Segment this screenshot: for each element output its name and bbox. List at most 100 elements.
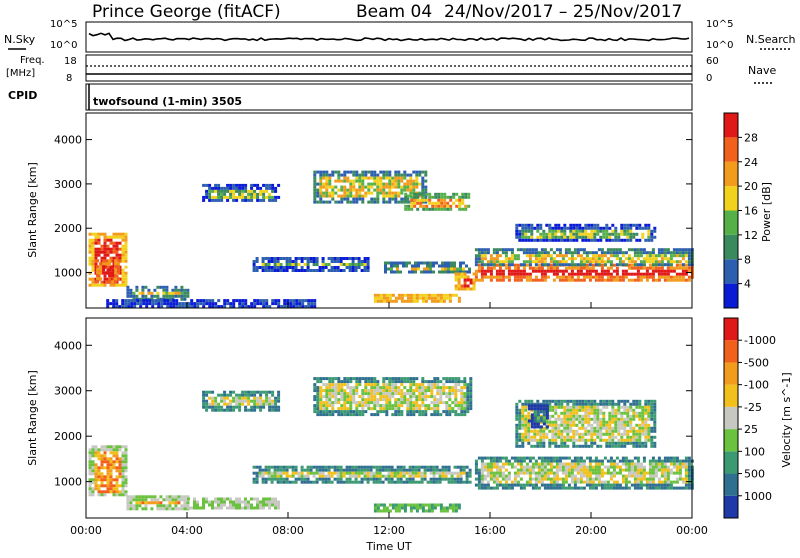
data-cell: [400, 198, 403, 201]
data-cell: [277, 263, 280, 266]
data-cell: [129, 289, 132, 292]
data-cell: [355, 263, 358, 266]
data-cell: [361, 377, 364, 380]
data-cell: [409, 174, 412, 177]
data-cell: [402, 262, 405, 265]
data-cell: [349, 398, 352, 401]
data-cell: [614, 230, 617, 233]
data-cell: [563, 409, 566, 412]
data-cell: [553, 251, 556, 254]
data-cell: [409, 398, 412, 401]
data-cell: [628, 466, 631, 469]
data-cell: [601, 251, 604, 254]
data-cell: [529, 254, 532, 257]
data-cell: [547, 463, 550, 466]
data-cell: [547, 263, 550, 266]
data-cell: [508, 276, 511, 279]
data-cell: [421, 413, 424, 416]
data-cell: [343, 177, 346, 180]
data-cell: [433, 398, 436, 401]
data-cell: [556, 270, 559, 273]
data-cell: [232, 507, 235, 510]
data-cell: [402, 265, 405, 268]
data-cell: [493, 472, 496, 475]
data-cell: [349, 466, 352, 469]
data-cell: [322, 478, 325, 481]
data-cell: [524, 409, 527, 412]
data-cell: [499, 276, 502, 279]
data-cell: [583, 481, 586, 484]
data-cell: [328, 398, 331, 401]
data-cell: [628, 248, 631, 251]
data-cell: [614, 415, 617, 418]
data-cell: [568, 475, 571, 478]
data-cell: [518, 424, 521, 427]
data-cell: [448, 392, 451, 395]
data-cell: [521, 442, 524, 445]
data-cell: [352, 377, 355, 380]
data-cell: [370, 198, 373, 201]
data-cell: [92, 469, 95, 472]
data-cell: [524, 227, 527, 230]
data-cell: [171, 289, 174, 292]
data-cell: [175, 302, 178, 305]
data-cell: [232, 199, 235, 202]
data-cell: [575, 430, 578, 433]
data-cell: [670, 463, 673, 466]
data-cell: [524, 230, 527, 233]
data-cell: [107, 448, 110, 451]
data-cell: [449, 300, 452, 303]
data-cell: [418, 404, 421, 407]
data-cell: [262, 269, 265, 272]
data-cell: [530, 239, 533, 242]
data-cell: [469, 398, 472, 401]
data-cell: [490, 457, 493, 460]
data-cell: [622, 273, 625, 276]
data-cell: [144, 495, 147, 498]
data-cell: [334, 472, 337, 475]
data-cell: [410, 202, 413, 205]
data-cell: [205, 190, 208, 193]
data-cell: [460, 410, 463, 413]
data-cell: [271, 501, 274, 504]
data-cell: [605, 439, 608, 442]
data-cell: [374, 294, 377, 297]
data-cell: [496, 472, 499, 475]
data-cell: [428, 202, 431, 205]
data-cell: [583, 248, 586, 251]
data-cell: [532, 457, 535, 460]
data-cell: [610, 254, 613, 257]
data-cell: [400, 475, 403, 478]
data-cell: [122, 445, 125, 448]
data-cell: [580, 273, 583, 276]
data-cell: [416, 196, 419, 199]
data-cell: [556, 481, 559, 484]
data-cell: [466, 466, 469, 469]
data-cell: [102, 268, 105, 271]
data-cell: [277, 269, 280, 272]
data-cell: [590, 406, 593, 409]
data-cell: [637, 466, 640, 469]
data-cell: [571, 475, 574, 478]
data-cell: [518, 433, 521, 436]
data-cell: [367, 192, 370, 195]
data-cell: [455, 273, 458, 276]
data-cell: [436, 478, 439, 481]
data-cell: [349, 395, 352, 398]
data-cell: [521, 236, 524, 239]
data-cell: [676, 279, 679, 282]
colorbar-tick-label: 28: [744, 131, 758, 144]
data-cell: [313, 398, 316, 401]
data-cell: [637, 267, 640, 270]
data-cell: [325, 413, 328, 416]
data-cell: [202, 199, 205, 202]
data-cell: [593, 239, 596, 242]
data-cell: [190, 302, 193, 305]
data-cell: [265, 501, 268, 504]
data-cell: [358, 377, 361, 380]
data-cell: [527, 424, 530, 427]
data-cell: [655, 263, 658, 266]
data-cell: [217, 193, 220, 196]
data-cell: [514, 466, 517, 469]
data-cell: [676, 481, 679, 484]
